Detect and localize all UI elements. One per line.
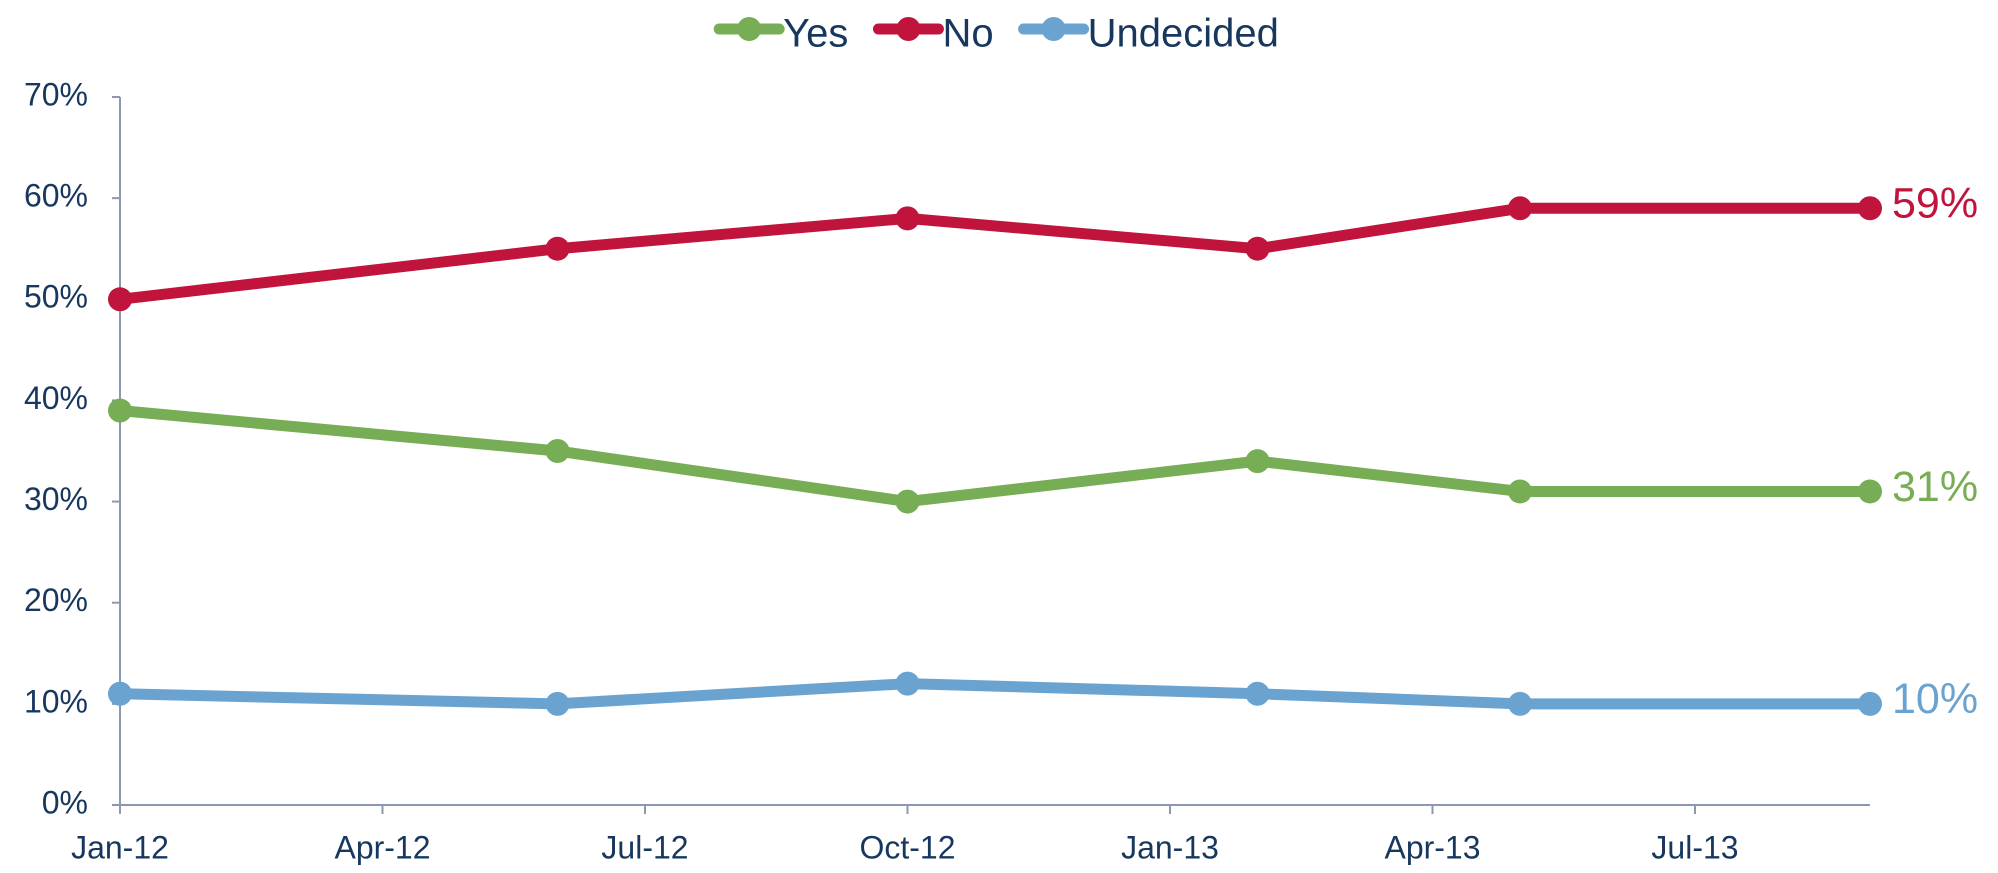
point	[1508, 196, 1532, 221]
point	[1858, 196, 1882, 221]
x-tick-label: Apr-13	[1384, 829, 1480, 865]
legend-label: No	[942, 12, 993, 56]
legend-label: Yes	[783, 12, 848, 56]
point	[545, 236, 570, 261]
legend-marker	[737, 17, 762, 41]
y-tick-label: 30%	[24, 481, 88, 517]
legend-marker	[1041, 17, 1066, 41]
point	[1858, 479, 1882, 504]
point	[1508, 691, 1532, 716]
y-tick-label: 10%	[24, 683, 88, 719]
data-label: 31%	[1892, 463, 1978, 511]
point	[545, 439, 570, 463]
data-label: 59%	[1892, 180, 1978, 228]
point	[108, 398, 132, 423]
point	[895, 489, 920, 514]
point	[1508, 479, 1532, 504]
x-tick-label: Jul-12	[601, 829, 688, 865]
point	[1245, 681, 1270, 706]
y-tick-label: 40%	[24, 380, 88, 416]
x-tick-label: Jan-12	[71, 829, 169, 865]
y-tick-label: 0%	[42, 784, 88, 820]
data-label: 10%	[1892, 675, 1978, 723]
y-tick-label: 70%	[24, 76, 88, 112]
point	[108, 287, 132, 312]
x-tick-label: Jul-13	[1651, 829, 1738, 865]
point	[1245, 236, 1270, 261]
y-tick-label: 60%	[24, 178, 88, 214]
legend-label: Undecided	[1088, 12, 1279, 56]
y-tick-label: 20%	[24, 582, 88, 618]
series-line	[119, 202, 1870, 305]
point	[895, 206, 920, 231]
series-line	[119, 678, 1870, 710]
x-tick-label: Apr-12	[334, 829, 430, 865]
point	[1245, 449, 1270, 474]
point	[108, 681, 132, 706]
point	[1858, 691, 1882, 716]
series-line	[119, 405, 1870, 508]
point	[895, 671, 920, 696]
legend-marker	[896, 17, 921, 41]
y-tick-label: 50%	[24, 279, 88, 315]
point	[545, 691, 570, 716]
x-tick-label: Jan-13	[1121, 829, 1219, 865]
x-tick-label: Oct-12	[859, 829, 955, 865]
